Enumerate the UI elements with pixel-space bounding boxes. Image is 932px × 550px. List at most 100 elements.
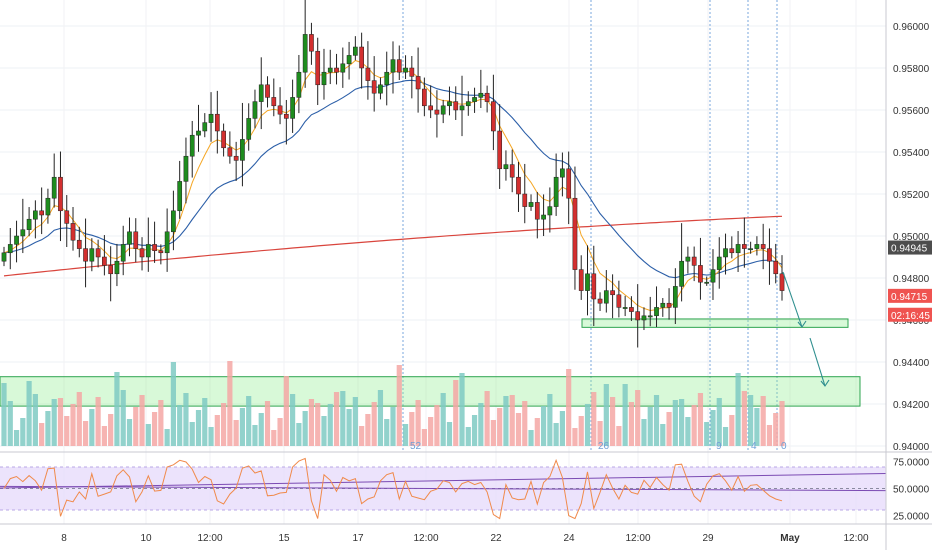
volume-bar [271, 430, 277, 446]
volume-bar [622, 384, 628, 446]
projection-arrows[interactable] [782, 271, 830, 387]
x-tick-label: May [780, 533, 800, 544]
volume-count: 4 [751, 441, 757, 452]
volume-bar [760, 396, 766, 446]
volume-bar [465, 427, 471, 446]
volume-bar [239, 408, 246, 446]
candle-down [108, 265, 114, 275]
volume-bar [195, 410, 202, 446]
volume-bar [716, 398, 722, 446]
volume-bar [264, 401, 271, 446]
volume-bar [321, 416, 327, 446]
volume-bar [258, 413, 264, 446]
candlesticks [1, 0, 785, 348]
volume-bar [697, 393, 704, 446]
volume-bar [547, 394, 553, 446]
ema-fast-line [3, 59, 783, 312]
candle-down [233, 155, 239, 161]
volume-bar [64, 416, 70, 446]
candle-up [20, 229, 26, 237]
volume-bar [95, 397, 101, 446]
candle-down [415, 76, 421, 90]
candle-up [641, 315, 647, 321]
price-labels: 0.94945 0.94715 02:16:45 [888, 240, 932, 322]
volume-bar [672, 400, 678, 446]
time-axis[interactable]: 8 10 12:00 15 17 12:00 22 24 12:00 29 May 12:00 [61, 533, 869, 544]
volume-bar [540, 406, 547, 446]
volume-bar [578, 416, 584, 446]
volume-bar [359, 426, 365, 446]
volume-bar [459, 373, 465, 446]
volume-bar [7, 401, 13, 446]
candle-down [359, 46, 364, 69]
price-label-box [888, 307, 932, 322]
price-label-box [888, 288, 932, 303]
candle-down [83, 248, 88, 262]
volume-bar [333, 392, 340, 446]
candle-up [710, 269, 716, 283]
volume-bar [51, 399, 57, 446]
volume-bar [409, 412, 415, 446]
candle-up [603, 290, 609, 304]
candle-up [679, 260, 684, 287]
candle-up [89, 248, 95, 262]
y-tick-label: 0.95200 [893, 190, 930, 201]
y-tick-label: 0.94200 [893, 400, 930, 411]
candle-up [321, 71, 327, 86]
candle-up [353, 46, 358, 56]
volume-bar [202, 398, 208, 446]
candle-up [127, 231, 132, 245]
volume-bar [346, 409, 352, 446]
x-tick-label: 8 [61, 533, 67, 544]
volume-bar [246, 396, 252, 446]
volume-bar [628, 402, 635, 446]
arrow-head-icon [797, 320, 807, 328]
candle-down [666, 302, 672, 308]
candle-down [58, 176, 63, 212]
volume-bar [308, 399, 315, 446]
candle-down [139, 248, 145, 258]
volume-bar [754, 408, 760, 446]
volume-bar [704, 422, 710, 446]
volume-bar [748, 395, 754, 446]
candle-down [578, 269, 584, 291]
volume-bar [139, 395, 145, 446]
candle-down [64, 210, 70, 224]
volume-bar [277, 418, 283, 446]
volume-bar [296, 423, 302, 446]
volume-bar [773, 413, 779, 446]
volume-bar [70, 404, 76, 446]
volume-bar [120, 390, 126, 446]
volume-bar [302, 411, 308, 446]
candle-down [396, 59, 402, 73]
support-zone [581, 318, 849, 328]
rsi-trendline [0, 485, 887, 492]
volume-bar [145, 424, 151, 446]
price-axis[interactable]: 0.96000 0.95800 0.95600 0.95400 0.95200 0.950… [885, 0, 930, 550]
volume-count: 9 [716, 441, 722, 452]
candle-up [585, 273, 590, 291]
candle-down [214, 113, 220, 132]
candle-up [1, 252, 7, 262]
candle-up [704, 281, 710, 284]
volume-bar [377, 390, 384, 446]
rsi-line [3, 457, 783, 520]
candle-down [729, 248, 735, 254]
volume-bar [315, 403, 321, 446]
candle-up [120, 244, 126, 262]
volume-bar [220, 403, 227, 446]
candle-down [591, 273, 597, 300]
candle-up [528, 202, 534, 207]
candle-up [390, 59, 396, 73]
volume-bar [522, 401, 528, 446]
y-tick-label: 0.95000 [893, 232, 930, 243]
volume-bars [1, 361, 785, 446]
candle-down [227, 147, 233, 157]
volume-bar [741, 391, 747, 446]
candle-up [403, 67, 408, 73]
support-zones[interactable] [0, 318, 861, 407]
volume-bar [208, 427, 214, 446]
projection-arrow-line [809, 337, 826, 387]
candle-up [723, 248, 728, 258]
